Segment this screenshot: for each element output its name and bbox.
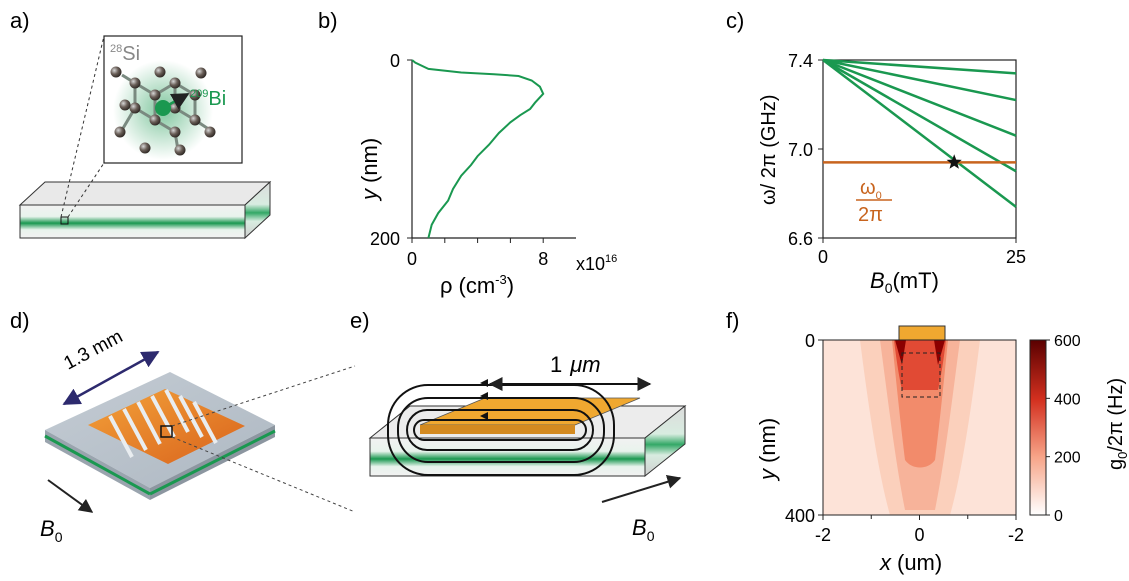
chip-dimension-arrow	[62, 350, 160, 406]
panel-c-xtick-label: 25	[1006, 247, 1026, 267]
colorbar-tick-label: 600	[1054, 333, 1081, 350]
panel-b-xtick-label: 0	[407, 249, 417, 269]
dashed-region	[901, 352, 941, 398]
panel-b: b) 0 200 0 8 x1016 ρ (cm-3) y(nm)	[318, 8, 617, 298]
zoom-line	[60, 35, 105, 218]
panel-b-xtick-label: 8	[538, 249, 548, 269]
panel-c-frame	[822, 59, 1017, 239]
panel-d: d) 1.3 mm B0	[10, 308, 356, 545]
panel-f-ylabel: y(nm)	[755, 418, 780, 482]
chip-green-layer	[44, 434, 151, 496]
panel-c-axes: 6.6 7.0 7.4 0 25	[788, 51, 1026, 267]
panel-c-ytick-label: 7.0	[788, 140, 813, 160]
panel-c-lines	[822, 58, 1017, 208]
omega0-annotation: ω0 2π	[856, 177, 892, 226]
slab-front	[19, 204, 246, 239]
panel-c-ylabel: ω/ 2π (GHz)	[758, 94, 780, 205]
b0-label: B0	[632, 515, 655, 544]
operating-point-star	[946, 154, 962, 169]
wire-cross-section	[898, 325, 946, 341]
slab-top	[18, 181, 272, 206]
panel-b-ytick-label: 200	[370, 229, 400, 249]
panel-c-ytick-label: 6.6	[788, 229, 813, 249]
panel-c-label: c)	[726, 8, 744, 33]
panel-c: c) 6.6 7.0 7.4 0 25 ω/ 2π (GHz) B0(mT) ω0 2π	[726, 8, 1026, 296]
zoom-line	[67, 162, 105, 218]
panel-b-multiplier: x1016	[576, 253, 617, 274]
colorbar-label: g0/2π (Hz)	[1105, 378, 1129, 470]
zoom-region	[160, 425, 173, 438]
colorbar	[1029, 339, 1047, 516]
panel-c-series-line	[822, 58, 1017, 173]
panel-f-ytick-label: 0	[805, 331, 815, 351]
chip-dimension-label: 1.3 mm	[60, 326, 126, 374]
panel-b-axes: 0 200 0 8	[370, 51, 576, 269]
panel-b-ytick-label: 0	[390, 51, 400, 71]
panel-c-series-line	[822, 59, 1017, 208]
b0-label: B0	[40, 516, 63, 545]
panel-e-label: e)	[350, 308, 370, 333]
panel-f-ytick-label: 400	[785, 506, 815, 526]
panel-b-xlabel: ρ (cm-3)	[440, 272, 514, 298]
panel-a: a)	[10, 8, 272, 240]
svg-text:2π: 2π	[858, 204, 883, 226]
zoom-line	[171, 436, 356, 513]
panel-c-ytick-label: 7.4	[788, 51, 813, 71]
colorbar-tick-label: 200	[1054, 450, 1081, 467]
si-label: 28Si	[110, 43, 140, 65]
zoom-region	[60, 216, 69, 225]
field-direction-arrows	[480, 379, 488, 420]
slab-side	[244, 180, 271, 240]
panel-b-label: b)	[318, 8, 338, 33]
panel-c-xlabel: B0(mT)	[870, 268, 939, 296]
zoom-line	[171, 365, 356, 427]
chip-green-layer	[149, 429, 276, 496]
panel-c-series-line	[822, 58, 1017, 137]
panel-f-xtick-label: -2	[1008, 525, 1024, 545]
colorbar-tick-label: 0	[1054, 508, 1063, 525]
colorbar-tick-label: 400	[1054, 391, 1081, 408]
slab-side	[644, 404, 686, 478]
field-lines	[387, 384, 615, 476]
star-marker	[946, 154, 962, 169]
panel-c-series-line	[822, 58, 1017, 75]
colorbar-ticks: 600 400 200 0	[1046, 333, 1081, 525]
panel-f-label: f)	[726, 308, 739, 333]
panel-d-label: d)	[10, 308, 30, 333]
spin-arrow	[162, 92, 190, 110]
wire-front	[420, 425, 575, 434]
panel-a-label: a)	[10, 8, 30, 33]
panel-f-xlabel: x (um)	[879, 550, 942, 575]
bi-label: 209Bi	[190, 88, 226, 110]
b0-arrow	[601, 475, 682, 503]
heatmap-hotspot	[895, 340, 945, 365]
panel-f-xtick-label: 0	[914, 525, 924, 545]
width-label: 1 μm	[550, 352, 601, 377]
svg-text:ω0: ω0	[860, 177, 882, 202]
panel-e: e) 1 μm B0	[350, 308, 687, 544]
panel-b-ylabel: y(nm)	[357, 138, 382, 202]
b0-arrow	[47, 479, 94, 513]
panel-f-xtick-label: -2	[815, 525, 831, 545]
panel-c-series-line	[822, 58, 1017, 102]
panel-c-xtick-label: 0	[818, 247, 828, 267]
doping-profile-line	[411, 59, 545, 239]
